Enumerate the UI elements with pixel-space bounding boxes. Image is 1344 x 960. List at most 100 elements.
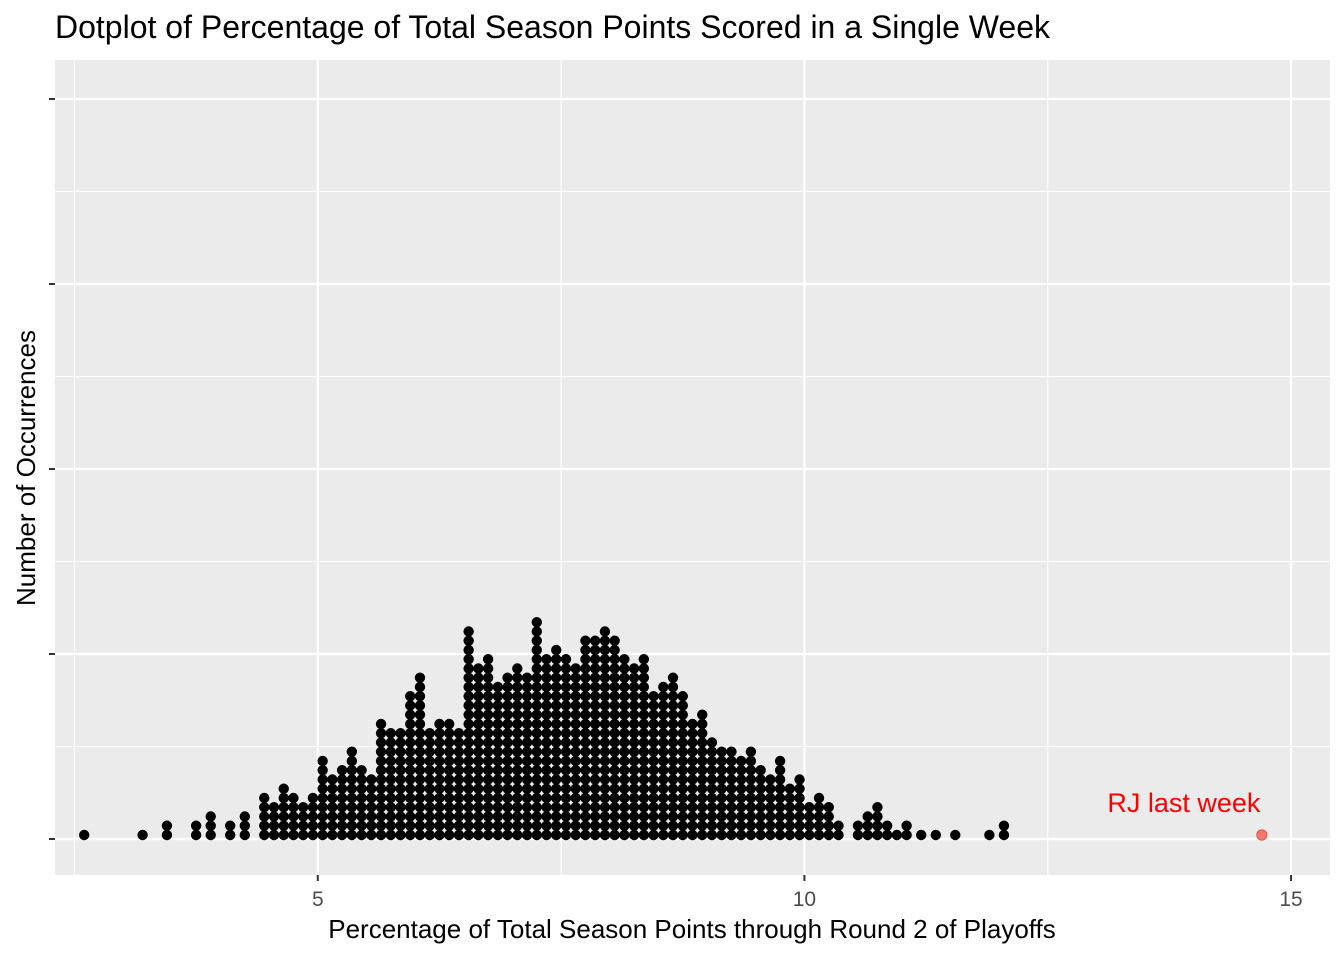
- dot: [327, 783, 338, 794]
- dot: [424, 811, 435, 822]
- dot: [453, 765, 465, 776]
- dot: [307, 802, 319, 813]
- dot: [512, 792, 523, 804]
- dot: [346, 765, 358, 776]
- dot: [619, 654, 630, 665]
- dot: [677, 691, 688, 702]
- dot: [599, 792, 611, 804]
- dot: [599, 691, 611, 702]
- x-axis-ticks: 5 10 15: [312, 875, 1303, 911]
- dot: [414, 718, 426, 730]
- dot: [589, 802, 601, 813]
- dot: [872, 829, 883, 841]
- dot: [551, 774, 562, 785]
- dot: [443, 737, 455, 748]
- dot: [473, 792, 484, 804]
- dot: [366, 802, 377, 813]
- dot: [589, 709, 601, 720]
- dot: [648, 709, 659, 720]
- dot: [570, 728, 581, 739]
- dot: [395, 829, 406, 841]
- dot: [346, 829, 358, 841]
- dot: [658, 755, 669, 767]
- dot: [492, 691, 504, 702]
- dot: [502, 829, 513, 841]
- dot: [609, 681, 620, 693]
- dot: [658, 746, 669, 757]
- dot: [599, 700, 611, 711]
- dot: [356, 783, 367, 794]
- dot: [580, 718, 591, 730]
- dot: [648, 792, 659, 804]
- dot: [677, 783, 688, 794]
- dot: [336, 820, 348, 831]
- dot: [551, 681, 562, 693]
- dot: [677, 792, 688, 804]
- dot: [984, 829, 995, 841]
- dot: [541, 728, 552, 739]
- dot: [453, 829, 465, 841]
- dot: [667, 755, 679, 767]
- dot: [434, 820, 445, 831]
- dot: [667, 672, 679, 683]
- dot: [443, 829, 455, 841]
- dot: [628, 811, 640, 822]
- dot: [492, 746, 504, 757]
- dot: [638, 755, 650, 767]
- dot: [434, 718, 445, 730]
- dot: [619, 672, 630, 683]
- dot: [658, 709, 669, 720]
- dot: [512, 820, 523, 831]
- dot: [405, 783, 416, 794]
- dot: [706, 792, 718, 804]
- dot: [259, 802, 270, 813]
- dot: [424, 774, 435, 785]
- dot: [405, 765, 416, 776]
- dot-marks: [78, 617, 1010, 841]
- dot: [385, 792, 396, 804]
- dot: [697, 829, 708, 841]
- dot: [570, 811, 581, 822]
- dot: [560, 691, 572, 702]
- dot: [599, 626, 611, 637]
- dot: [755, 774, 766, 785]
- dot: [385, 737, 396, 748]
- dot: [512, 737, 523, 748]
- dot: [473, 783, 484, 794]
- dot: [521, 811, 533, 822]
- dot: [745, 792, 757, 804]
- dot: [512, 774, 523, 785]
- dot: [259, 820, 270, 831]
- dot: [473, 774, 484, 785]
- dot: [531, 672, 542, 683]
- dot: [570, 829, 581, 841]
- dot: [336, 765, 348, 776]
- dot: [405, 802, 416, 813]
- dot: [434, 728, 445, 739]
- dot: [414, 783, 426, 794]
- dot: [677, 829, 688, 841]
- dot: [589, 635, 601, 646]
- dot: [589, 654, 601, 665]
- dot: [998, 820, 1010, 831]
- dot: [463, 737, 474, 748]
- dot: [434, 811, 445, 822]
- dot: [443, 718, 455, 730]
- dot: [589, 681, 601, 693]
- dot: [677, 765, 688, 776]
- dot: [531, 792, 542, 804]
- dot: [385, 829, 396, 841]
- dot: [356, 820, 367, 831]
- dot: [395, 728, 406, 739]
- dot: [405, 728, 416, 739]
- dot: [755, 829, 766, 841]
- dot: [278, 792, 289, 804]
- dot: [434, 829, 445, 841]
- dot: [628, 829, 640, 841]
- dot: [551, 663, 562, 674]
- dot: [482, 746, 494, 757]
- dot: [560, 829, 572, 841]
- dot: [628, 672, 640, 683]
- dot: [512, 700, 523, 711]
- dot: [375, 765, 387, 776]
